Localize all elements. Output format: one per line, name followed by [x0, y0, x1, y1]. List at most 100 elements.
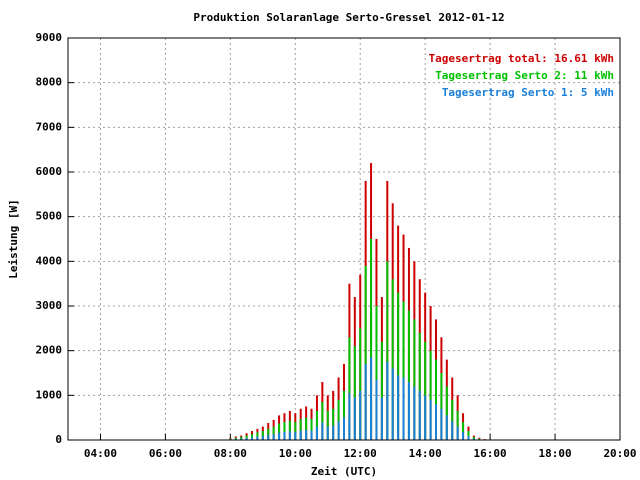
bar	[245, 435, 248, 440]
bar	[429, 350, 432, 440]
bar	[261, 431, 264, 440]
bar	[272, 433, 275, 440]
bar	[445, 415, 448, 440]
bar	[299, 419, 302, 440]
bar	[343, 417, 345, 440]
bar	[283, 431, 286, 440]
bar	[278, 432, 281, 440]
x-axis-label: Zeit (UTC)	[311, 465, 377, 478]
bar	[288, 420, 291, 440]
x-tick-label: 20:00	[603, 447, 636, 460]
bar	[380, 397, 383, 440]
bar	[353, 346, 356, 440]
bar	[391, 368, 394, 440]
bar	[402, 377, 405, 440]
y-axis-label: Leistung [W]	[7, 199, 20, 278]
bar	[418, 332, 421, 440]
plot-frame	[67, 37, 621, 441]
x-tick-label: 18:00	[538, 447, 571, 460]
bar	[472, 438, 475, 440]
legend-entry: Tagesertrag Serto 2: 11 kWh	[435, 69, 614, 82]
bar	[299, 430, 302, 440]
bar	[435, 359, 437, 440]
bar	[451, 421, 454, 440]
chart-title: Produktion Solaranlage Serto-Gressel 201…	[193, 11, 504, 24]
y-tick-label: 2000	[36, 344, 63, 357]
legend-entry: Tagesertrag Serto 1: 5 kWh	[442, 86, 614, 99]
bar	[418, 390, 421, 440]
bar	[337, 399, 340, 440]
bar	[467, 431, 470, 440]
bar	[370, 239, 373, 440]
bar	[386, 261, 389, 440]
bar	[283, 422, 286, 440]
bar	[456, 410, 459, 440]
bar	[343, 390, 345, 440]
bar	[326, 426, 329, 440]
bar	[305, 417, 308, 440]
bar	[321, 402, 324, 440]
y-tick-label: 8000	[36, 76, 63, 89]
bar	[337, 421, 340, 440]
bar	[256, 432, 259, 440]
bar	[348, 337, 351, 440]
bar	[456, 426, 459, 440]
bar	[386, 361, 389, 440]
x-tick-label: 10:00	[279, 447, 312, 460]
bar	[407, 381, 410, 440]
bar	[359, 390, 362, 440]
bar	[332, 408, 335, 440]
x-tick-label: 06:00	[149, 447, 182, 460]
y-tick-label: 0	[55, 433, 62, 446]
bar	[261, 435, 264, 440]
bar	[294, 431, 297, 440]
y-tick-label: 3000	[36, 299, 63, 312]
x-tick-label: 04:00	[84, 447, 117, 460]
y-tick-label: 1000	[36, 388, 63, 401]
bar	[321, 422, 324, 440]
bar	[364, 265, 367, 440]
y-tick-label: 5000	[36, 210, 63, 223]
bar	[234, 438, 237, 440]
bar	[380, 341, 383, 440]
bar	[413, 319, 416, 440]
bar	[402, 301, 405, 440]
x-tick-label: 16:00	[474, 447, 507, 460]
bar	[375, 306, 378, 440]
bar	[445, 386, 448, 440]
bar	[288, 431, 291, 440]
bar	[435, 404, 437, 440]
bar	[397, 375, 400, 440]
bar	[278, 423, 281, 440]
bar	[310, 430, 313, 440]
bar	[256, 436, 259, 440]
bar	[240, 436, 243, 440]
bar	[462, 422, 465, 440]
bar	[267, 434, 270, 440]
y-tick-label: 6000	[36, 165, 63, 178]
bar	[375, 379, 378, 440]
bar	[391, 279, 394, 440]
bar	[407, 310, 410, 440]
bar	[251, 437, 253, 440]
x-tick-label: 12:00	[344, 447, 377, 460]
bar	[272, 426, 275, 440]
bar	[310, 419, 313, 440]
bar	[294, 422, 297, 440]
bar	[413, 386, 416, 440]
bar	[267, 428, 270, 440]
x-tick-label: 08:00	[214, 447, 247, 460]
bar	[424, 395, 427, 440]
bar	[332, 425, 335, 440]
bar	[315, 410, 318, 440]
bar	[370, 357, 373, 440]
bar	[315, 426, 318, 440]
bar	[440, 408, 443, 440]
bar	[326, 410, 329, 440]
bar	[451, 399, 454, 440]
bar	[462, 431, 465, 440]
bar	[467, 435, 470, 440]
legend-entry: Tagesertrag total: 16.61 kWh	[429, 52, 614, 65]
y-tick-label: 9000	[36, 31, 63, 44]
